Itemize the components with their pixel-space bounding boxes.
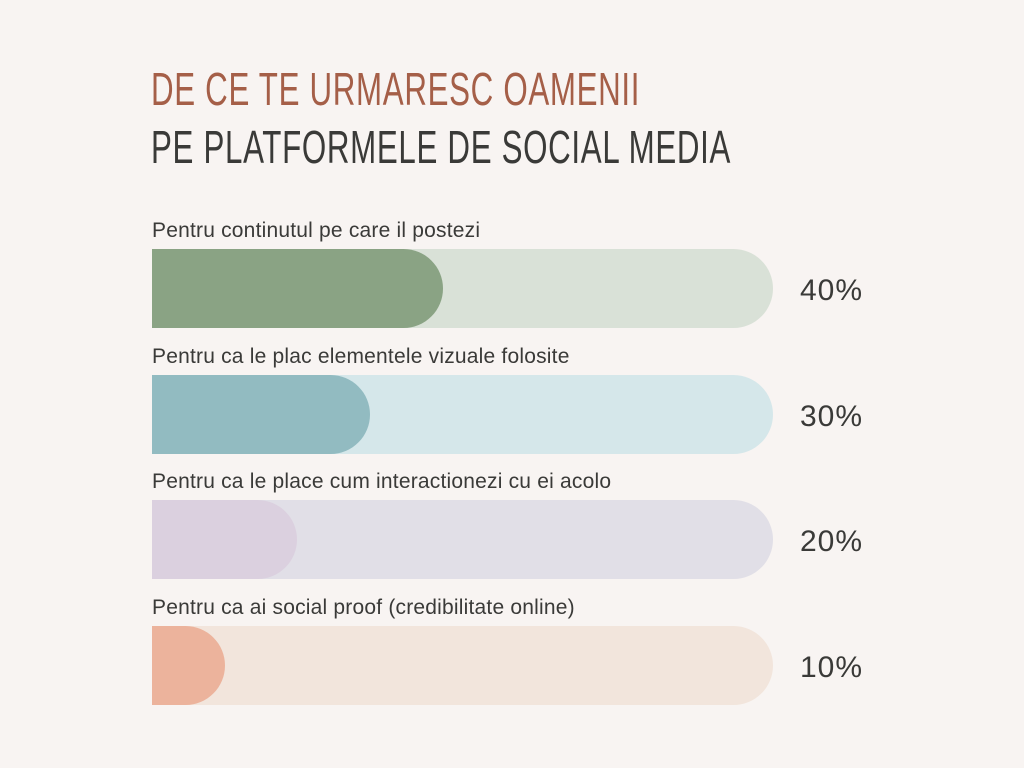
bar-value-label: 40% [800,274,864,307]
bar-track [152,625,773,705]
chart-title-line-1: DE CE TE URMARESC OAMENII [151,63,641,115]
chart-title-line-2: PE PLATFORMELE DE SOCIAL MEDIA [151,121,732,173]
bar-track [152,249,773,328]
bar-fill [152,249,443,328]
bar-category-label: Pentru continutul pe care il postezi [152,219,481,242]
bar-value-label: 20% [800,525,864,558]
bar-fill [152,374,370,454]
bar-value-label: 30% [800,399,864,433]
bar-track [152,500,773,579]
bar-category-label: Pentru ca le plac elementele vizuale fol… [152,344,570,368]
bar-value-label: 10% [800,650,864,684]
bar-fill [152,500,297,579]
bar-category-label: Pentru ca le place cum interactionezi cu… [152,470,612,493]
bar-category-label: Pentru ca ai social proof (credibilitate… [152,595,575,619]
bar-fill [152,625,225,705]
bar-track [152,374,773,454]
